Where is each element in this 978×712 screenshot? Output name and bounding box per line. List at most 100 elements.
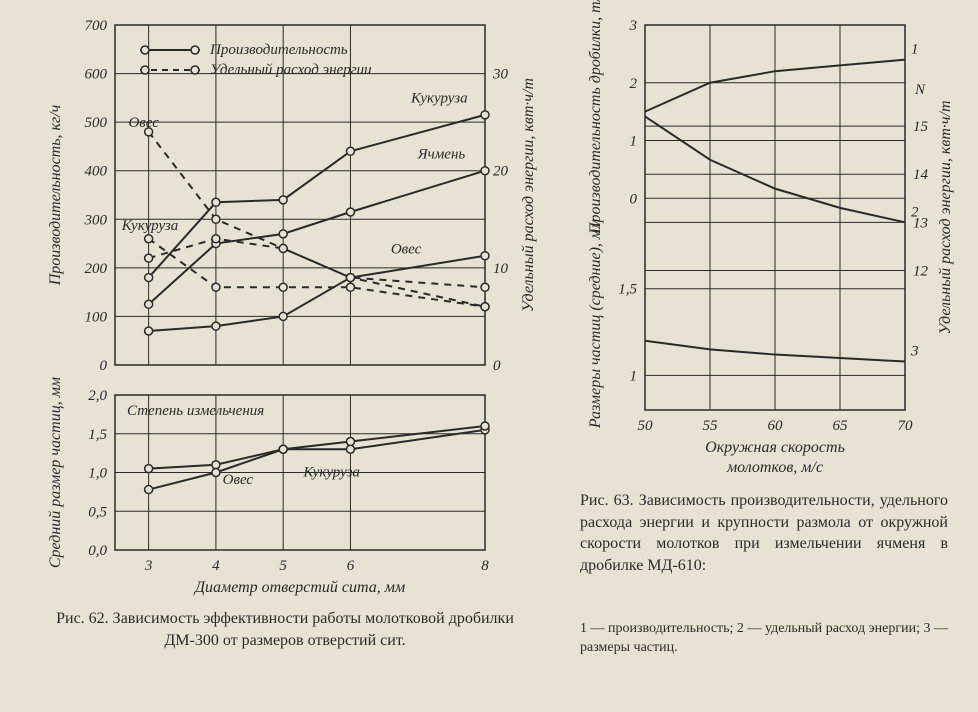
ylabel-right: Удельный расход энергии, квт·ч/т <box>937 100 954 334</box>
series-marker <box>346 445 354 453</box>
chart-inner-title: Степень измельчения <box>127 403 264 419</box>
series-marker <box>279 244 287 252</box>
series-marker <box>145 465 153 473</box>
series-marker <box>212 215 220 223</box>
ylabel-right: Удельный расход энергии, квт·ч/т <box>520 78 537 312</box>
series-marker <box>145 235 153 243</box>
series-line <box>149 430 485 469</box>
ytick-right: 20 <box>493 164 509 180</box>
series-marker <box>481 283 489 291</box>
ytick-right: 30 <box>492 67 509 83</box>
series-marker <box>279 445 287 453</box>
ytick: 1 <box>630 134 638 150</box>
xlabel: Окружная скорость <box>705 439 845 456</box>
xtick: 60 <box>768 418 784 434</box>
series-label: 2 <box>911 204 919 220</box>
series-label: Овес <box>128 115 159 131</box>
ytick-left: 200 <box>85 261 108 277</box>
ytick-right: 0 <box>493 358 501 374</box>
ytick: N <box>914 82 926 98</box>
ylabel: Производительность дробилки, т/ч <box>587 0 604 235</box>
series-marker <box>481 167 489 175</box>
xtick: 55 <box>703 418 719 434</box>
ytick-left: 100 <box>85 309 108 325</box>
series-label: Кукуруза <box>302 464 360 480</box>
ytick-left: 700 <box>85 18 108 34</box>
ytick-left: 300 <box>84 212 108 228</box>
ylabel: Размеры частиц (средние), мм <box>587 219 604 429</box>
xlabel: молотков, м/с <box>726 459 823 476</box>
ytick: 12 <box>913 263 929 279</box>
series-marker <box>481 422 489 430</box>
series-marker <box>279 230 287 238</box>
legend-marker <box>141 46 149 54</box>
xtick: 6 <box>347 558 355 574</box>
ytick: 15 <box>913 119 929 135</box>
ytick: 1,5 <box>618 282 637 298</box>
xtick: 5 <box>279 558 287 574</box>
ytick-left: 400 <box>85 164 108 180</box>
ytick-left: 600 <box>85 67 108 83</box>
series-marker <box>279 312 287 320</box>
series-label: Кукуруза <box>410 91 468 107</box>
xtick: 70 <box>898 418 914 434</box>
series-marker <box>212 461 220 469</box>
series-marker <box>212 283 220 291</box>
ytick: 0 <box>630 191 638 207</box>
series-marker <box>212 198 220 206</box>
xlabel: Диаметр отверстий сита, мм <box>193 579 405 596</box>
xtick: 8 <box>481 558 489 574</box>
ytick-right: 10 <box>493 261 509 277</box>
xtick: 65 <box>833 418 849 434</box>
legend-label: Удельный расход энергии <box>210 62 372 78</box>
ylabel: Средний размер частиц, мм <box>47 377 64 568</box>
series-marker <box>212 469 220 477</box>
series-label: Ячмень <box>417 147 466 163</box>
series-marker <box>481 111 489 119</box>
series-label: Овес <box>391 241 422 257</box>
series-marker <box>346 283 354 291</box>
series-line <box>149 256 485 331</box>
series-marker <box>346 274 354 282</box>
series-label: Кукуруза <box>121 218 179 234</box>
series-marker <box>212 322 220 330</box>
ytick: 1 <box>630 368 638 384</box>
ylabel-left: Производительность, кг/ч <box>47 104 64 286</box>
ytick: 1,5 <box>88 427 107 443</box>
ytick-left: 500 <box>85 115 108 131</box>
series-marker <box>279 283 287 291</box>
ytick: 3 <box>629 18 638 34</box>
fig63-legend-caption: 1 — производительность; 2 — удельный рас… <box>580 621 948 655</box>
xtick: 50 <box>638 418 654 434</box>
series-marker <box>145 254 153 262</box>
ytick: 1,0 <box>88 466 107 482</box>
ytick: 2,0 <box>88 388 107 404</box>
legend-marker <box>141 66 149 74</box>
series-marker <box>145 300 153 308</box>
xtick: 3 <box>144 558 153 574</box>
series-marker <box>279 196 287 204</box>
ytick-left: 0 <box>100 358 108 374</box>
series-label: 1 <box>911 42 919 58</box>
series-marker <box>481 303 489 311</box>
legend-marker <box>191 46 199 54</box>
legend-marker <box>191 66 199 74</box>
series-marker <box>212 235 220 243</box>
series-label: 3 <box>910 343 919 359</box>
fig62-caption: Рис. 62. Зависимость эффективности работ… <box>56 610 514 649</box>
fig63-caption: Рис. 63. Зависимость производительности,… <box>580 492 948 574</box>
xtick: 4 <box>212 558 220 574</box>
series-marker <box>145 274 153 282</box>
series-marker <box>346 208 354 216</box>
ytick: 14 <box>913 167 929 183</box>
series-marker <box>346 438 354 446</box>
series-marker <box>145 327 153 335</box>
ytick: 0,5 <box>88 504 107 520</box>
series-label: Овес <box>223 472 254 488</box>
series-marker <box>145 486 153 494</box>
series-marker <box>481 252 489 260</box>
series-marker <box>346 147 354 155</box>
ytick: 2 <box>630 76 638 92</box>
legend-label: Производительность <box>209 42 348 58</box>
ytick: 0,0 <box>88 543 107 559</box>
